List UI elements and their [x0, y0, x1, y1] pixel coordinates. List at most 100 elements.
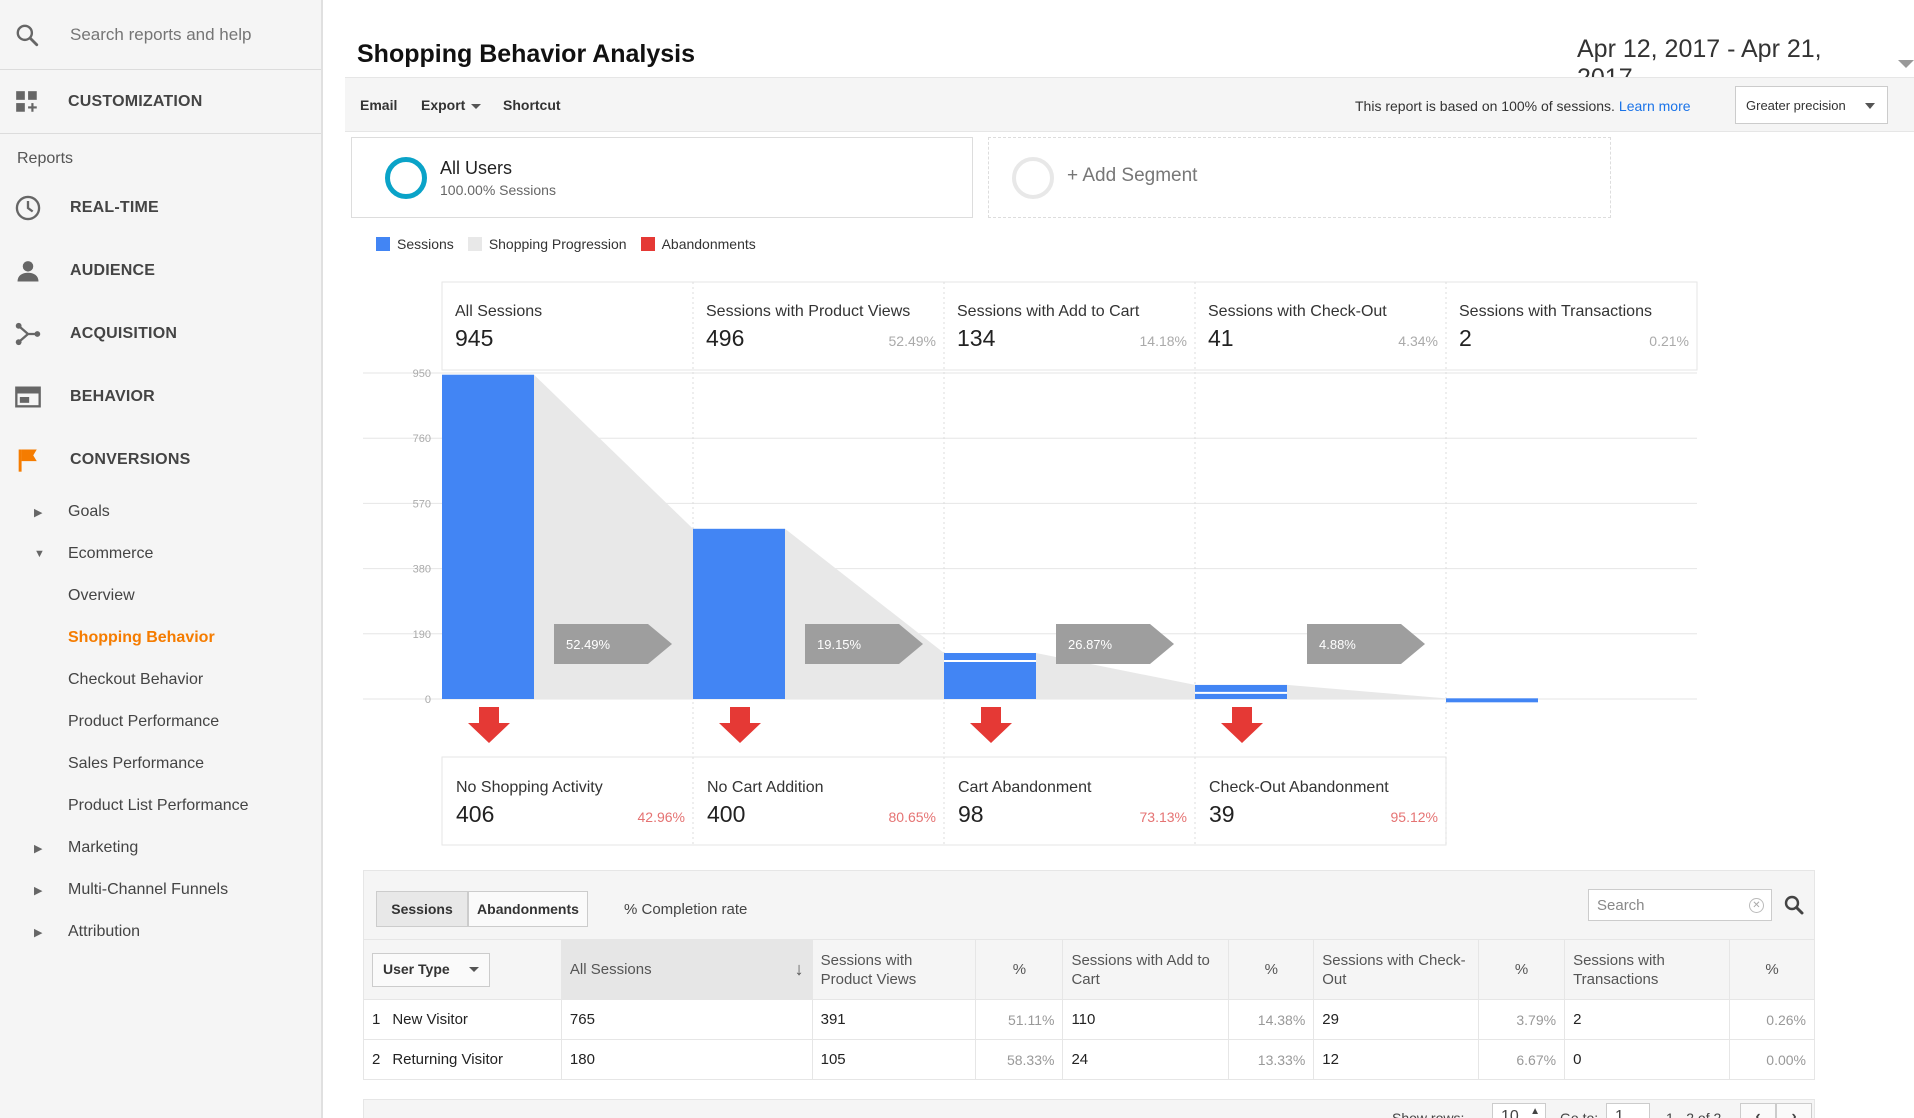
column-header-check-out[interactable]: Sessions with Check-Out: [1313, 939, 1480, 1000]
legend-label: Sessions: [397, 236, 454, 252]
legend-item-sessions: Sessions: [376, 236, 454, 252]
person-icon: [17, 260, 39, 281]
row-dimension-link[interactable]: New Visitor: [392, 1011, 468, 1028]
show-rows-select[interactable]: 10 ▲▼: [1492, 1103, 1546, 1118]
column-header-percent[interactable]: %: [1478, 939, 1566, 1000]
sidebar-item-customization[interactable]: CUSTOMIZATION: [0, 70, 321, 134]
sampling-text: This report is based on 100% of sessions…: [1355, 98, 1615, 114]
conversion-rate-label: 52.49%: [566, 637, 611, 652]
data-table: User Type All Sessions ↓ Sessions with Pr…: [363, 939, 1816, 1080]
email-button[interactable]: Email: [360, 97, 398, 113]
row-dimension-link[interactable]: Returning Visitor: [392, 1051, 503, 1068]
sidebar-item-audience[interactable]: AUDIENCE: [0, 239, 321, 302]
chart-legend: Sessions Shopping Progression Abandonmen…: [376, 236, 756, 252]
chevron-down-icon: [471, 103, 482, 109]
flag-icon: [18, 449, 37, 472]
sidebar-item-label: CUSTOMIZATION: [68, 92, 203, 110]
sidebar-item-attribution[interactable]: ▶ Attribution: [0, 911, 321, 953]
export-label: Export: [421, 97, 466, 113]
abandonment-value: 98: [958, 801, 984, 827]
table-cell: 58.33%: [975, 1039, 1064, 1080]
legend-swatch: [376, 237, 390, 251]
abandonment-arrow-icon: [1221, 707, 1263, 743]
precision-select[interactable]: Greater precision: [1735, 86, 1888, 124]
learn-more-link[interactable]: Learn more: [1618, 98, 1691, 114]
session-bar: [442, 374, 534, 699]
sidebar-item-sales-performance[interactable]: Sales Performance: [68, 755, 205, 772]
table-search-input[interactable]: Search ✕: [1588, 889, 1772, 921]
stage-header-band: [441, 281, 1698, 371]
sidebar-item-acquisition[interactable]: ACQUISITION: [0, 302, 321, 365]
sidebar-item-product-list-performance[interactable]: Product List Performance: [68, 797, 249, 814]
legend-label: Abandonments: [661, 236, 756, 252]
sidebar-item-multi-channel-funnels[interactable]: ▶ Multi-Channel Funnels: [0, 869, 321, 911]
show-rows-value: 10: [1501, 1108, 1519, 1118]
sidebar-item-label: Goals: [68, 503, 110, 520]
sidebar-item-product-performance[interactable]: Product Performance: [68, 713, 220, 730]
user-type-dropdown[interactable]: User Type: [372, 952, 490, 987]
sidebar-item-marketing[interactable]: ▶ Marketing: [0, 827, 321, 869]
add-segment-button[interactable]: + Add Segment: [988, 137, 1611, 218]
y-tick-label: 950: [413, 368, 431, 380]
search-input[interactable]: [70, 24, 300, 45]
main-content: Shopping Behavior Analysis Apr 12, 2017 …: [345, 12, 1914, 1118]
search-icon[interactable]: [1782, 893, 1806, 917]
abandonment-label: Check-Out Abandonment: [1209, 779, 1389, 796]
table-cell: 110: [1062, 999, 1230, 1040]
table-cell: 0.00%: [1728, 1039, 1816, 1080]
y-tick-label: 0: [425, 694, 431, 706]
segment-all-users[interactable]: All Users 100.00% Sessions: [351, 137, 973, 218]
column-header-percent[interactable]: %: [1228, 939, 1315, 1000]
next-page-button[interactable]: ›: [1776, 1103, 1812, 1118]
user-type-header: User Type: [363, 939, 562, 1000]
user-type-label: User Type: [383, 961, 450, 977]
sidebar-item-behavior[interactable]: BEHAVIOR: [0, 365, 321, 428]
tab-abandonments[interactable]: Abandonments: [468, 891, 588, 927]
sidebar-item-checkout-behavior[interactable]: Checkout Behavior: [68, 671, 204, 688]
prev-page-button[interactable]: ‹: [1740, 1103, 1776, 1118]
table-cell: 2: [1564, 999, 1730, 1040]
precision-value: Greater precision: [1746, 97, 1846, 113]
y-tick-label: 380: [413, 564, 431, 576]
legend-label: Shopping Progression: [488, 236, 627, 252]
row-index: 2: [372, 1051, 381, 1068]
legend-item-progression: Shopping Progression: [467, 236, 627, 252]
stage-value: 134: [957, 325, 996, 351]
abandonment-arrow-icon: [468, 707, 510, 743]
abandonment-arrow-icon: [970, 707, 1012, 743]
sidebar-item-overview[interactable]: Overview: [68, 587, 135, 604]
column-header-add-to-cart[interactable]: Sessions with Add to Cart: [1062, 939, 1230, 1000]
abandonment-percent: 80.65%: [889, 809, 936, 825]
sidebar-item-ecommerce[interactable]: ▼ Ecommerce: [0, 533, 321, 575]
column-header-product-views[interactable]: Sessions with Product Views: [811, 939, 977, 1000]
table-cell: 0: [1564, 1039, 1730, 1080]
column-header-percent[interactable]: %: [1728, 939, 1816, 1000]
goto-input[interactable]: 1: [1606, 1103, 1650, 1118]
sidebar-item-label: Multi-Channel Funnels: [68, 881, 229, 898]
conversion-rate-label: 19.15%: [817, 637, 862, 652]
acquisition-icon: [15, 322, 41, 345]
tab-sessions[interactable]: Sessions: [376, 891, 468, 927]
add-segment-label: + Add Segment: [1067, 165, 1198, 186]
export-button[interactable]: Export: [421, 97, 482, 113]
sidebar-item-shopping-behavior[interactable]: Shopping Behavior: [68, 629, 215, 646]
sidebar-item-goals[interactable]: ▶ Goals: [0, 491, 321, 533]
shortcut-button[interactable]: Shortcut: [503, 97, 561, 113]
sidebar-search[interactable]: [0, 0, 321, 70]
segment-subtitle: 100.00% Sessions: [440, 182, 556, 198]
sidebar-item-conversions[interactable]: CONVERSIONS: [0, 428, 321, 491]
sidebar-item-real-time[interactable]: REAL-TIME: [0, 176, 321, 239]
column-header-percent[interactable]: %: [975, 939, 1064, 1000]
tab-completion-rate[interactable]: % Completion rate: [624, 901, 748, 918]
abandonment-value: 400: [707, 801, 745, 827]
column-header-transactions[interactable]: Sessions with Transactions: [1564, 939, 1730, 1000]
abandonment-label: No Shopping Activity: [456, 779, 603, 796]
stage-value: 945: [455, 325, 493, 351]
stepper-icon: ▲▼: [1530, 1106, 1540, 1118]
clear-icon[interactable]: ✕: [1749, 898, 1764, 913]
conversion-rate-label: 4.88%: [1319, 637, 1356, 652]
sidebar-item-label: Ecommerce: [68, 545, 154, 562]
table-pagination: Show rows: 10 ▲▼ Go to: 1 1 - 2 of 2 ‹ ›: [363, 1099, 1815, 1118]
sidebar-item-label: AUDIENCE: [70, 261, 156, 279]
column-header-all-sessions[interactable]: All Sessions ↓: [560, 939, 813, 1000]
